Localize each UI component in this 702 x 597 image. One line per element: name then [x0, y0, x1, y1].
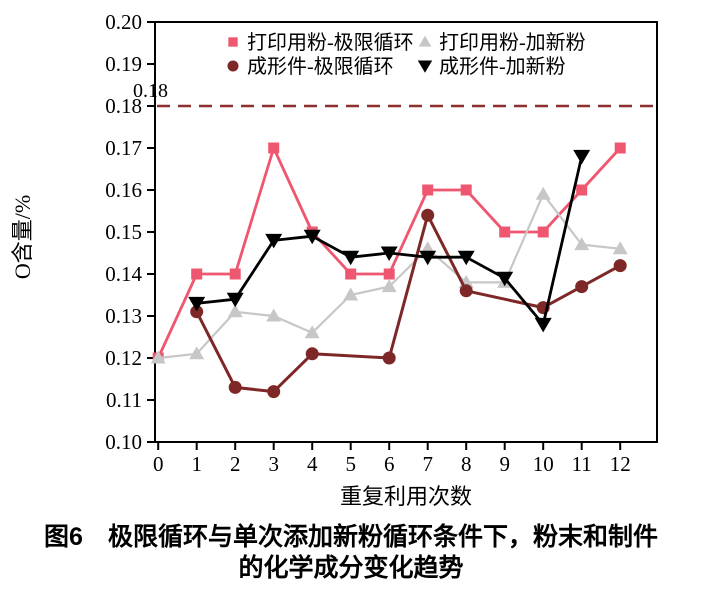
- y-tick-label: 0.15: [105, 220, 142, 244]
- triangle-down-marker: [342, 250, 360, 266]
- x-tick-label: 5: [345, 452, 356, 476]
- circle-marker: [305, 347, 319, 361]
- triangle-down-marker: [573, 149, 591, 165]
- line-chart: 0.10 0.11 0.12 0.13 0.14 0.15 0.16 0.17 0.18 0.19…: [10, 10, 658, 509]
- y-tick-label: 0.20: [105, 10, 142, 34]
- x-tick-label: 8: [461, 452, 472, 476]
- square-marker: [537, 226, 549, 238]
- triangle-up-marker: [227, 304, 243, 318]
- circle-marker: [459, 284, 473, 298]
- x-tick-label: 7: [422, 452, 433, 476]
- y-tick-label: 0.11: [106, 388, 142, 412]
- y-tick-label: 0.19: [105, 52, 142, 76]
- triangle-down-marker: [303, 229, 321, 245]
- square-marker: [268, 142, 280, 154]
- triangle-up-marker: [150, 350, 166, 364]
- triangle-down-marker: [419, 250, 437, 266]
- caption-line-2: 的化学成分变化趋势: [238, 554, 464, 582]
- circle-marker: [228, 380, 242, 394]
- series-triangle-down: [188, 149, 591, 333]
- triangle-up-marker: [381, 279, 397, 293]
- y-axis-title: O含量/%: [10, 195, 35, 279]
- square-marker: [499, 226, 511, 238]
- circle-marker: [190, 305, 204, 319]
- square-marker: [422, 184, 434, 196]
- x-tick-label: 3: [268, 452, 279, 476]
- triangle-down-marker: [188, 296, 206, 312]
- triangle-up-marker: [304, 325, 320, 339]
- legend-label: 打印用粉-加新粉: [439, 31, 586, 54]
- y-tick-label: 0.16: [105, 178, 142, 202]
- square-marker: [614, 142, 626, 154]
- legend-label: 成形件-极限循环: [247, 55, 394, 78]
- series-line: [195, 213, 621, 394]
- square-marker: [345, 268, 357, 280]
- figure-container: 0.10 0.11 0.12 0.13 0.14 0.15 0.16 0.17 0.18 0.19…: [0, 10, 702, 584]
- triangle-down-marker: [265, 233, 283, 249]
- reference-line-label: 0.18: [133, 80, 168, 102]
- y-axis: 0.10 0.11 0.12 0.13 0.14 0.15 0.16 0.17 0.18 0.19…: [105, 10, 155, 454]
- x-tick-label: 4: [307, 452, 318, 476]
- triangle-up-marker: [535, 186, 551, 200]
- triangle-down-marker: [457, 250, 475, 266]
- circle-marker: [382, 351, 396, 365]
- triangle-up-marker: [266, 308, 282, 322]
- y-tick-label: 0.17: [105, 136, 142, 160]
- triangle-down-marker: [226, 292, 244, 308]
- square-marker: [460, 184, 472, 196]
- y-tick-label: 0.10: [105, 430, 142, 454]
- triangle-up-marker: [574, 237, 590, 251]
- y-tick-label: 0.14: [105, 262, 142, 286]
- square-marker: [228, 37, 238, 47]
- y-tick-label: 0.18: [105, 94, 142, 118]
- x-tick-label: 2: [230, 452, 241, 476]
- triangle-up-marker: [418, 35, 432, 47]
- triangle-down-marker: [417, 60, 433, 73]
- circle-marker: [575, 280, 589, 294]
- legend-label: 成形件-加新粉: [439, 55, 566, 78]
- figure-caption: 图6 极限循环与单次添加新粉循环条件下，粉末和制件 的化学成分变化趋势: [0, 522, 702, 584]
- triangle-down-marker: [496, 271, 514, 287]
- x-axis: 0 1 2 3 4 5 6 7 8 9 10 11 12: [153, 442, 631, 476]
- series-circle: [190, 208, 627, 399]
- triangle-up-marker: [189, 346, 205, 360]
- x-tick-label: 0: [153, 452, 164, 476]
- x-tick-label: 9: [499, 452, 510, 476]
- series-triangle-up: [150, 186, 628, 364]
- x-tick-label: 1: [191, 452, 202, 476]
- x-axis-title: 重复利用次数: [340, 484, 472, 509]
- square-marker: [576, 184, 588, 196]
- triangle-down-marker: [534, 317, 552, 333]
- square-marker: [383, 268, 395, 280]
- triangle-up-marker: [612, 241, 628, 255]
- x-tick-label: 10: [533, 452, 554, 476]
- y-tick-label: 0.13: [105, 304, 142, 328]
- y-tick-label: 0.12: [105, 346, 142, 370]
- triangle-down-marker: [380, 246, 398, 261]
- x-tick-label: 11: [572, 452, 592, 476]
- square-marker: [191, 268, 203, 280]
- square-marker: [229, 268, 241, 280]
- x-tick-label: 6: [384, 452, 395, 476]
- caption-line-1: 图6 极限循环与单次添加新粉循环条件下，粉末和制件: [44, 523, 658, 551]
- circle-marker: [421, 208, 435, 222]
- circle-marker: [613, 259, 627, 273]
- circle-marker: [267, 385, 281, 399]
- circle-marker: [227, 60, 239, 72]
- triangle-up-marker: [343, 287, 359, 301]
- x-tick-label: 12: [610, 452, 631, 476]
- legend-label: 打印用粉-极限循环: [247, 31, 414, 54]
